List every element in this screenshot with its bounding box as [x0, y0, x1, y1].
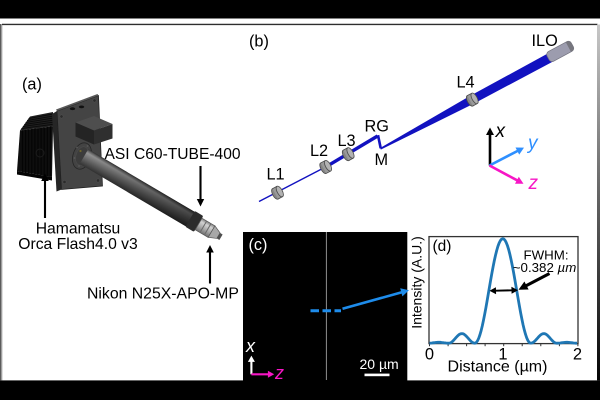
svg-text:L1: L1: [267, 165, 285, 183]
svg-text:z: z: [274, 363, 284, 383]
svg-text:(c): (c): [249, 236, 268, 254]
svg-text:x: x: [495, 121, 507, 142]
svg-text:RG: RG: [365, 118, 389, 136]
svg-text:Distance (µm): Distance (µm): [448, 358, 548, 375]
svg-text:L4: L4: [457, 74, 475, 92]
svg-text:Nikon N25X-APO-MP: Nikon N25X-APO-MP: [87, 286, 239, 303]
svg-text:y: y: [526, 133, 539, 154]
svg-text:1: 1: [498, 346, 507, 364]
svg-text:(b): (b): [249, 33, 269, 51]
svg-text:ASI C60-TUBE-400: ASI C60-TUBE-400: [105, 146, 241, 163]
svg-text:ILO: ILO: [532, 32, 558, 50]
svg-text:(a): (a): [22, 76, 42, 94]
svg-text:L3: L3: [338, 132, 356, 150]
svg-text:2: 2: [573, 346, 582, 364]
svg-text:M: M: [375, 151, 389, 169]
svg-text:(d): (d): [433, 238, 452, 255]
svg-text:FWHM:: FWHM:: [524, 247, 569, 262]
svg-text:Intensity (A.U.): Intensity (A.U.): [409, 236, 425, 329]
svg-text:Orca Flash4.0 v3: Orca Flash4.0 v3: [18, 236, 138, 253]
svg-text:20 µm: 20 µm: [360, 356, 399, 372]
svg-text:z: z: [528, 173, 539, 194]
svg-text:~0.382 µm: ~0.382 µm: [513, 260, 576, 275]
svg-text:0: 0: [425, 346, 434, 364]
svg-text:Hamamatsu: Hamamatsu: [36, 221, 121, 238]
svg-text:x: x: [245, 336, 256, 356]
svg-text:L2: L2: [310, 142, 328, 160]
